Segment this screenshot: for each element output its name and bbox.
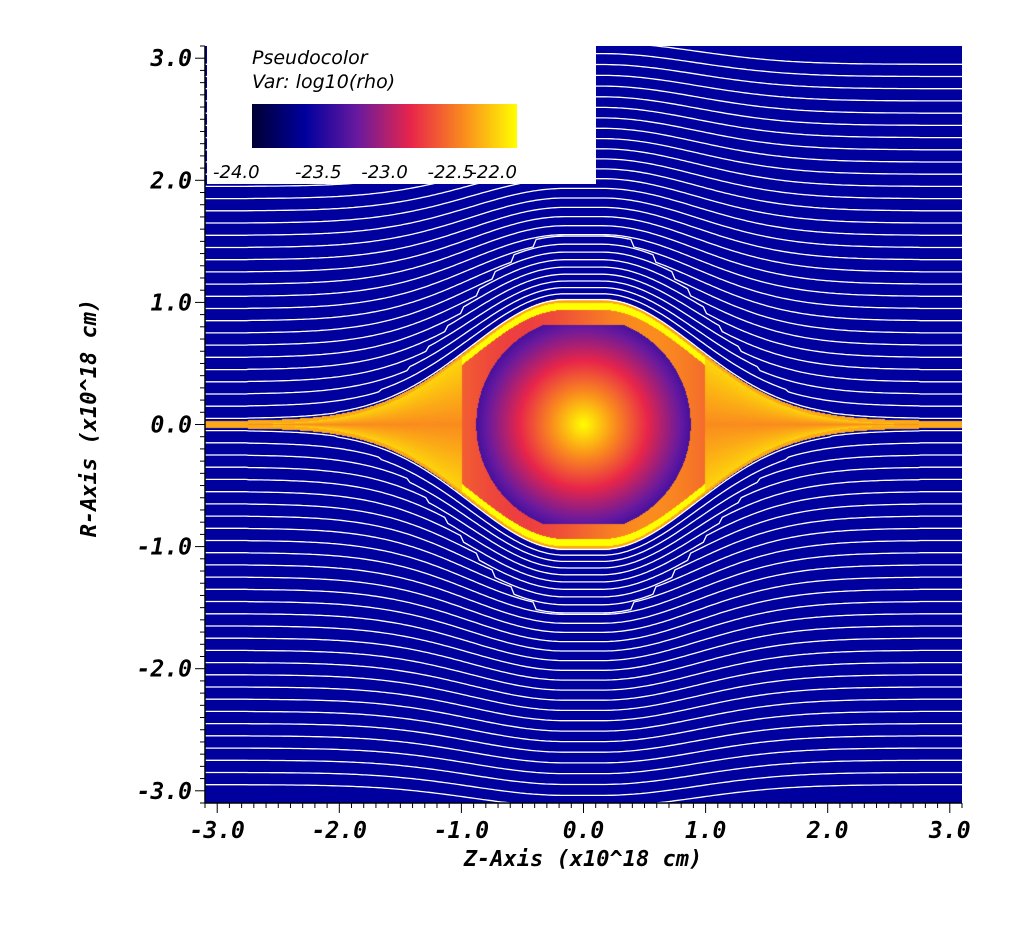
legend: Pseudocolor Var: log10(rho) -24.0 -23.5 -2… xyxy=(207,46,596,184)
streamline xyxy=(205,197,962,249)
colorbar-tick-label: -23.5 xyxy=(295,162,342,183)
streamline xyxy=(205,235,962,310)
streamline xyxy=(205,259,962,346)
y-tick-label: -3.0 xyxy=(137,779,192,805)
streamline xyxy=(205,722,962,753)
streamline xyxy=(205,280,962,383)
x-tick-label: 1.0 xyxy=(685,818,727,844)
streamline xyxy=(205,637,962,681)
colorbar-tick-label: -23.0 xyxy=(361,162,408,183)
streamline xyxy=(205,661,962,701)
legend-title: Pseudocolor xyxy=(252,47,369,69)
streamline xyxy=(205,429,962,551)
streamline xyxy=(205,600,962,652)
streamline xyxy=(205,625,962,671)
streamline xyxy=(205,491,962,583)
streamline xyxy=(205,225,962,285)
streamline xyxy=(205,515,962,598)
streamline xyxy=(205,233,962,297)
y-tick-label: -2.0 xyxy=(137,657,192,683)
y-tick-label: 3.0 xyxy=(149,46,192,72)
x-tick-label: 2.0 xyxy=(806,818,849,844)
colorbar xyxy=(252,104,517,148)
streamline xyxy=(205,649,962,691)
streamline xyxy=(205,454,962,563)
streamline xyxy=(205,686,962,722)
streamline xyxy=(205,698,962,732)
streamline xyxy=(205,613,962,662)
colorbar-ticks: -24.0 -23.5 -23.0 -22.5-22.0 xyxy=(213,162,517,183)
streamline xyxy=(205,478,962,576)
streamline xyxy=(205,784,962,803)
x-tick-label: -1.0 xyxy=(434,818,489,844)
colorbar-tick-label: -22.0 xyxy=(470,162,517,183)
streamline xyxy=(205,576,962,634)
streamline xyxy=(205,293,962,407)
streamline xyxy=(205,466,962,569)
streamline xyxy=(205,187,962,236)
axes: -3.0 -2.0 -1.0 0.0 1.0 2.0 3.0 3.0 2.0 1.0 0.0 -1.0… xyxy=(137,45,971,844)
streamline xyxy=(205,747,962,775)
x-tick-label: -2.0 xyxy=(312,818,367,844)
streamline xyxy=(205,735,962,764)
streamline xyxy=(205,759,962,786)
streamline xyxy=(205,552,962,616)
streamline xyxy=(205,674,962,712)
streamline xyxy=(205,243,962,322)
streamline xyxy=(205,273,962,371)
x-tick-label: 0.0 xyxy=(563,818,605,844)
legend-variable: Var: log10(rho) xyxy=(252,71,395,93)
streamline xyxy=(205,442,962,556)
streamline xyxy=(205,527,962,606)
streamline xyxy=(205,588,962,643)
streamline xyxy=(205,251,962,334)
x-tick-label: 3.0 xyxy=(928,818,971,844)
streamline xyxy=(205,771,962,797)
y-tick-label: 1.0 xyxy=(150,290,192,316)
y-tick-label: -1.0 xyxy=(137,535,192,561)
x-axis-title: Z-Axis (x10^18 cm) xyxy=(463,847,702,872)
y-tick-label: 2.0 xyxy=(149,168,192,194)
y-tick-label: 0.0 xyxy=(150,413,192,439)
y-axis-title: R-Axis (x10^18 cm) xyxy=(77,299,102,537)
streamline xyxy=(205,539,962,614)
streamline xyxy=(205,710,962,743)
x-tick-label: -3.0 xyxy=(190,818,245,844)
colorbar-tick-label: -24.0 xyxy=(213,162,260,183)
streamline xyxy=(205,215,962,273)
streamline xyxy=(205,298,962,420)
streamline xyxy=(205,286,962,395)
colorbar-tick-label: -22.5 xyxy=(427,162,474,183)
streamline xyxy=(205,564,962,624)
streamline xyxy=(205,266,962,358)
streamline xyxy=(205,503,962,590)
streamline xyxy=(205,206,962,261)
